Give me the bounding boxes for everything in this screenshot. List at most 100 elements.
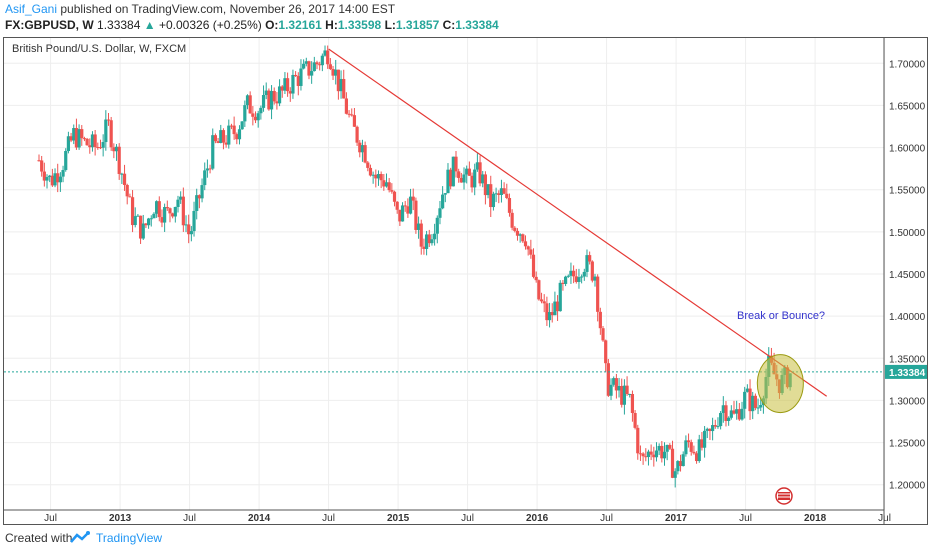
candle-body (473, 169, 477, 188)
candle-body (171, 213, 175, 217)
price-chart[interactable]: 1.70000 1.65000 1.60000 1.55000 1.50000 1.450… (4, 38, 927, 524)
candle-body (280, 86, 284, 91)
candle-body (227, 125, 231, 145)
candle-body (705, 428, 709, 431)
candle-body (438, 208, 442, 218)
candle-body (646, 451, 651, 458)
candle-body (114, 146, 119, 152)
last-price-label: 1.33384 (889, 368, 926, 379)
y-tick-label: 1.40000 (889, 312, 926, 323)
close-value: 1.33384 (455, 18, 499, 32)
candle-body (513, 227, 517, 231)
candle-body (213, 135, 218, 142)
annotation-text: Break or Bounce? (737, 310, 825, 322)
candle-body (459, 177, 463, 183)
candle-body (251, 113, 255, 117)
candle-body (702, 430, 707, 448)
candle-body (371, 174, 375, 176)
candle-body (590, 261, 594, 281)
candle-body (601, 328, 605, 341)
author-link[interactable]: Asif_Gani (5, 2, 58, 16)
candle-body (347, 113, 351, 115)
candle-body (138, 215, 143, 239)
candle-body (606, 363, 610, 396)
candle-body (173, 206, 177, 217)
candle-body (668, 444, 672, 449)
candle-body (531, 254, 536, 277)
candle-body (128, 196, 132, 198)
candle-body (547, 312, 552, 321)
candle-body (638, 453, 643, 455)
candle-body (395, 201, 399, 210)
candle-body (384, 182, 389, 187)
open-value: 1.32161 (278, 18, 322, 32)
candle-body (414, 200, 418, 230)
candle-body (160, 217, 164, 223)
candle-body (37, 160, 41, 162)
change-value: +0.00326 (+0.25%) (158, 18, 262, 32)
candle-body (588, 255, 592, 262)
candle-body (195, 195, 199, 211)
candle-body (489, 184, 493, 208)
candle-body (662, 451, 667, 459)
x-tick-label: 2015 (387, 513, 410, 524)
candle-body (42, 171, 46, 181)
candle-body (261, 94, 266, 108)
candle-body (146, 218, 151, 226)
candle-body (157, 201, 161, 218)
candle-body (85, 138, 89, 146)
candle-body (713, 425, 717, 427)
candle-body (141, 223, 145, 239)
candle-body (711, 425, 715, 432)
published-text: published on TradingView.com, November 2… (60, 2, 396, 16)
candle-body (430, 239, 434, 244)
candle-body (310, 71, 314, 76)
candle-body (577, 277, 581, 282)
candle-body (727, 417, 731, 421)
candle-body (652, 454, 656, 458)
candle-body (331, 69, 335, 76)
x-tick-label: Jul (44, 513, 57, 524)
footer: Created with TradingView (0, 527, 932, 550)
candle-body (617, 385, 621, 391)
candle-body (692, 451, 696, 454)
candle-body (681, 454, 685, 467)
candle-body (475, 162, 479, 170)
candle-body (387, 182, 391, 191)
candle-body (382, 180, 386, 187)
candle-body (497, 193, 501, 195)
candle-body (179, 196, 183, 200)
candle-body (106, 119, 111, 121)
candle-body (96, 147, 100, 149)
candle-body (72, 128, 76, 141)
candle-body (697, 439, 701, 462)
candle-body (184, 224, 188, 226)
candle-body (686, 440, 691, 443)
candle-body (264, 90, 268, 95)
open-label: O: (265, 18, 279, 32)
candle-body (604, 340, 608, 364)
candle-body (256, 113, 260, 121)
tradingview-brand[interactable]: TradingView (96, 531, 163, 545)
candle-body (363, 145, 367, 163)
candle-body (566, 275, 570, 277)
candle-body (61, 170, 65, 177)
candle-body (654, 450, 659, 458)
x-tick-label: Jul (183, 513, 196, 524)
last-price: 1.33384 (97, 18, 141, 32)
up-arrow-icon: ▲ (143, 18, 156, 32)
candle-body (633, 412, 637, 428)
candle-body (288, 91, 292, 94)
candle-body (64, 151, 68, 171)
candle-body (235, 134, 239, 140)
candle-body (441, 194, 445, 209)
y-tick-label: 1.60000 (889, 144, 926, 155)
candle-body (275, 101, 279, 104)
candle-body (350, 114, 354, 116)
candle-body (339, 78, 343, 92)
y-tick-label: 1.65000 (889, 101, 926, 112)
y-tick-label: 1.55000 (889, 186, 926, 197)
chart-frame[interactable]: 1.70000 1.65000 1.60000 1.55000 1.50000 1.450… (3, 37, 928, 525)
candle-body (678, 461, 683, 467)
candle-body (665, 444, 669, 452)
